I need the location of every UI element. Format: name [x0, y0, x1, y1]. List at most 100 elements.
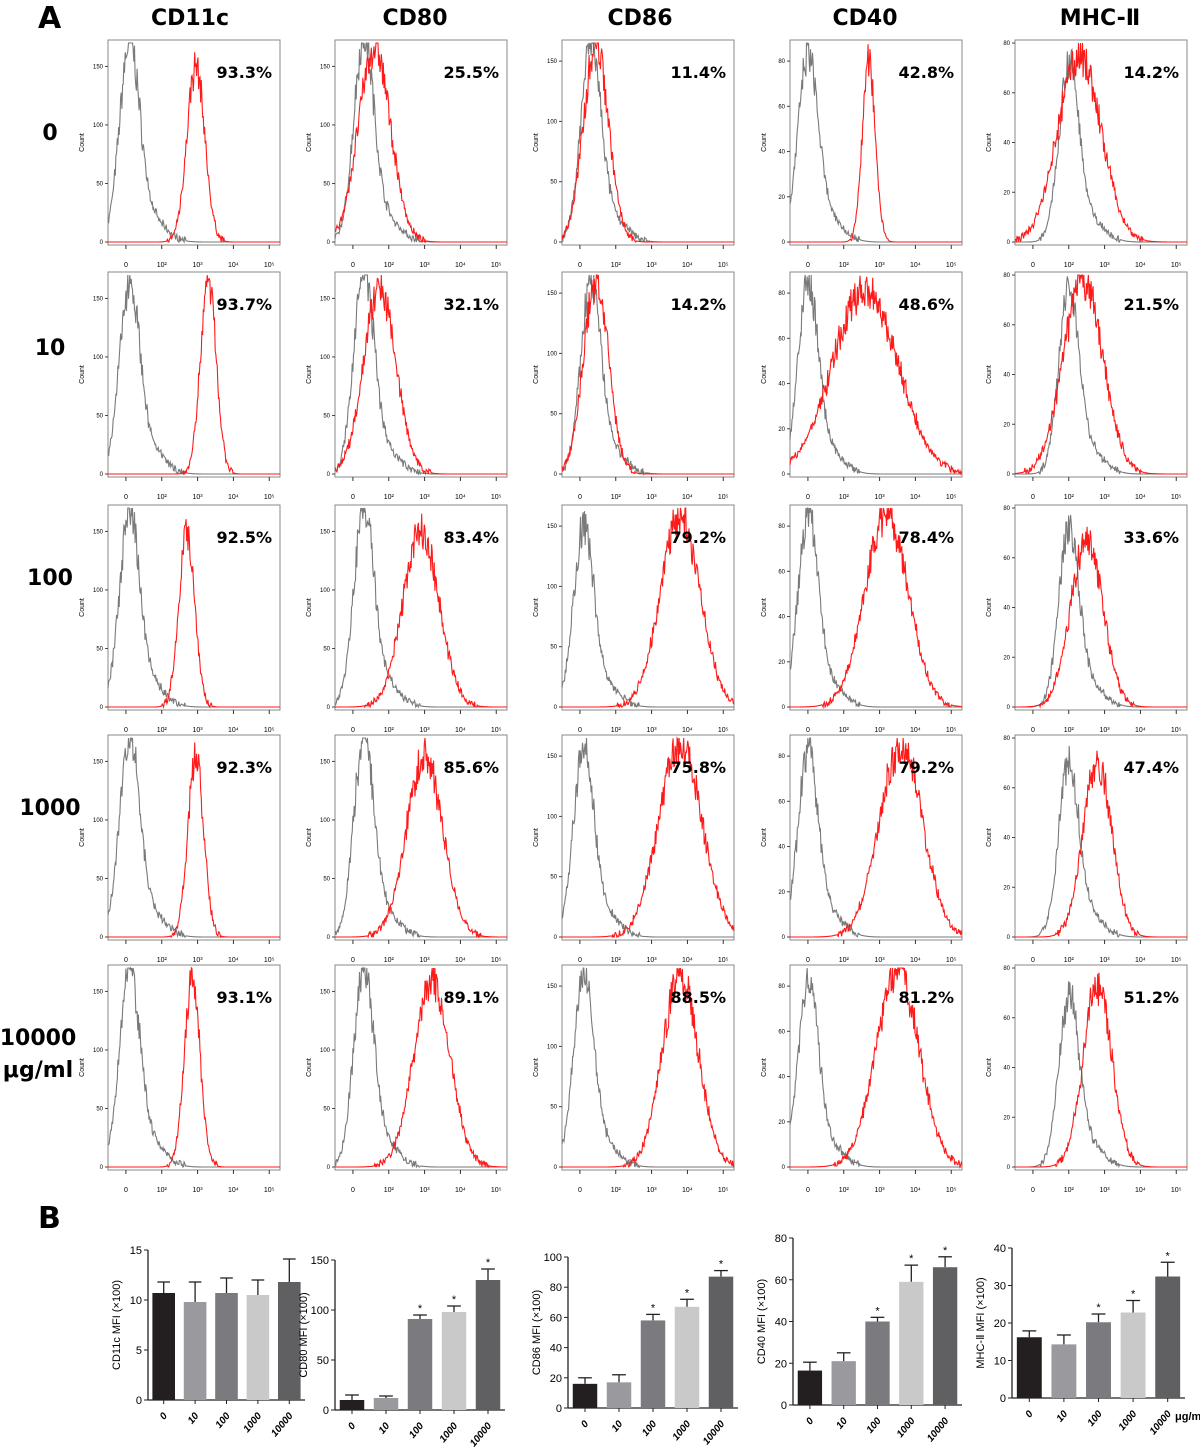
y-tick-label: 0 — [100, 705, 104, 711]
y-tick-label: 40 — [778, 615, 785, 621]
y-tick-label: 0 — [136, 1395, 142, 1407]
y-axis-label: Count — [761, 133, 768, 152]
histogram-panel: 0 20 40 60 80 Count 0 10² 10³ 10⁴ 10⁵ 51.2% — [986, 964, 1188, 1194]
y-tick-label: 50 — [323, 413, 330, 419]
stained-histogram — [335, 737, 507, 939]
column-header: CD86 — [607, 6, 672, 31]
y-tick-label: 20 — [778, 660, 785, 666]
y-tick-label: 100 — [547, 351, 558, 357]
y-tick-label: 0 — [1000, 1393, 1006, 1405]
x-tick-label: 10³ — [875, 957, 886, 964]
y-tick-label: 100 — [320, 355, 331, 361]
y-tick-label: 0 — [554, 705, 558, 711]
y-tick-label: 20 — [1003, 422, 1010, 428]
y-tick-label: 60 — [1003, 556, 1010, 562]
y-tick-label: 100 — [320, 123, 331, 129]
stained-histogram — [334, 274, 507, 476]
y-tick-label: 100 — [320, 1048, 331, 1054]
percentage-label: 93.1% — [216, 988, 272, 1007]
bar — [606, 1382, 632, 1408]
y-tick-label: 60 — [1003, 786, 1010, 792]
y-tick-label: 150 — [93, 64, 104, 70]
bar-chart: 0 20 40 60 80 100 CD86 MFI (×100) 0 10 * 100 * 1000 *… — [531, 1252, 738, 1447]
y-tick-label: 80 — [778, 524, 785, 530]
x-tick-label: 10⁴ — [682, 262, 693, 269]
y-tick-label: 60 — [1003, 91, 1010, 97]
y-axis-label: Count — [79, 828, 86, 847]
x-tick-label: 10³ — [647, 957, 658, 964]
y-tick-label: 0 — [782, 472, 786, 478]
y-tick-label: 40 — [775, 1317, 787, 1329]
x-tick-label: 0 — [124, 262, 128, 269]
bar — [183, 1302, 207, 1400]
stained-histogram — [789, 275, 963, 476]
y-tick-label: 50 — [550, 412, 557, 418]
plot-frame — [789, 271, 963, 478]
y-tick-label: 60 — [1003, 323, 1010, 329]
stained-histogram — [561, 274, 734, 475]
y-tick-label: 100 — [93, 818, 104, 824]
x-tick-label: 10³ — [193, 1187, 204, 1194]
y-tick-label: 150 — [93, 989, 104, 995]
stained-histogram — [561, 42, 734, 243]
percentage-label: 89.1% — [443, 988, 499, 1007]
histogram-panel: 0 20 40 60 80 Count 0 10² 10³ 10⁴ 10⁵ 47.4% — [986, 734, 1188, 964]
x-tick-label: 10² — [157, 727, 168, 734]
x-tick-label: 10⁵ — [264, 262, 275, 269]
y-tick-label: 150 — [93, 759, 104, 765]
histogram-panel: 0 50 100 150 Count 0 10² 10³ 10⁴ 10⁵ 93.1% — [79, 964, 281, 1194]
y-tick-label: 20 — [778, 1120, 785, 1126]
x-tick-label: 10⁴ — [455, 262, 466, 269]
y-axis-label: Count — [533, 598, 540, 617]
y-tick-label: 0 — [327, 240, 331, 246]
plot-frame — [561, 271, 735, 478]
y-tick-label: 40 — [1003, 141, 1010, 147]
bar — [1051, 1344, 1077, 1398]
x-tick-label: 100 — [640, 1419, 659, 1439]
x-tick-label: 10⁴ — [910, 494, 921, 501]
plot-frame — [789, 504, 963, 711]
plot-frame — [334, 504, 508, 711]
significance-star: * — [943, 1245, 948, 1257]
stained-histogram — [108, 742, 280, 939]
x-tick-label: 0 — [806, 262, 810, 269]
y-tick-label: 0 — [100, 472, 104, 478]
x-tick-label: 10⁵ — [718, 1187, 729, 1194]
x-tick-label: 10⁵ — [946, 494, 957, 501]
x-tick-label: 0 — [351, 494, 355, 501]
y-tick-label: 60 — [778, 799, 785, 805]
y-axis-label: CD11c MFI (×100) — [111, 1280, 123, 1370]
stained-histogram — [562, 967, 735, 1169]
bar-chart: 0 10 20 30 40 MHC-Ⅱ MFI (×100) 0 10 * 100 * 1000 * 10… — [975, 1243, 1200, 1437]
x-tick-label: 0 — [579, 1419, 591, 1431]
stained-histogram — [1014, 42, 1187, 244]
y-tick-label: 40 — [550, 1343, 562, 1355]
x-tick-label: 0 — [351, 957, 355, 964]
percentage-label: 25.5% — [443, 63, 499, 82]
histogram-panel: 0 50 100 150 Count 0 10² 10³ 10⁴ 10⁵ 25.5% — [306, 39, 508, 269]
y-axis-label: Count — [79, 365, 86, 384]
x-tick-label: 0 — [351, 1187, 355, 1194]
histogram-panel: 0 20 40 60 80 Count 0 10² 10³ 10⁴ 10⁵ 81.2% — [761, 964, 963, 1194]
x-tick-label: 10⁵ — [1171, 494, 1182, 501]
y-tick-label: 80 — [778, 754, 785, 760]
column-header: CD80 — [382, 6, 447, 31]
y-axis-label: Count — [761, 1058, 768, 1077]
percentage-label: 85.6% — [443, 758, 499, 777]
y-tick-label: 80 — [550, 1282, 562, 1294]
y-tick-label: 0 — [782, 705, 786, 711]
significance-star: * — [418, 1303, 423, 1315]
x-tick-label: 10⁵ — [264, 957, 275, 964]
y-tick-label: 100 — [547, 814, 558, 820]
y-axis-label: MHC-Ⅱ MFI (×100) — [975, 1277, 987, 1368]
x-tick-label: 10⁵ — [946, 262, 957, 269]
bar — [831, 1361, 856, 1405]
x-tick-label: 0 — [1031, 494, 1035, 501]
x-tick-label: 0 — [158, 1411, 170, 1423]
column-header: CD11c — [151, 6, 229, 31]
control-histogram — [790, 507, 962, 708]
y-tick-label: 0 — [1007, 472, 1011, 478]
stained-histogram — [1014, 274, 1187, 475]
bar — [277, 1282, 301, 1400]
